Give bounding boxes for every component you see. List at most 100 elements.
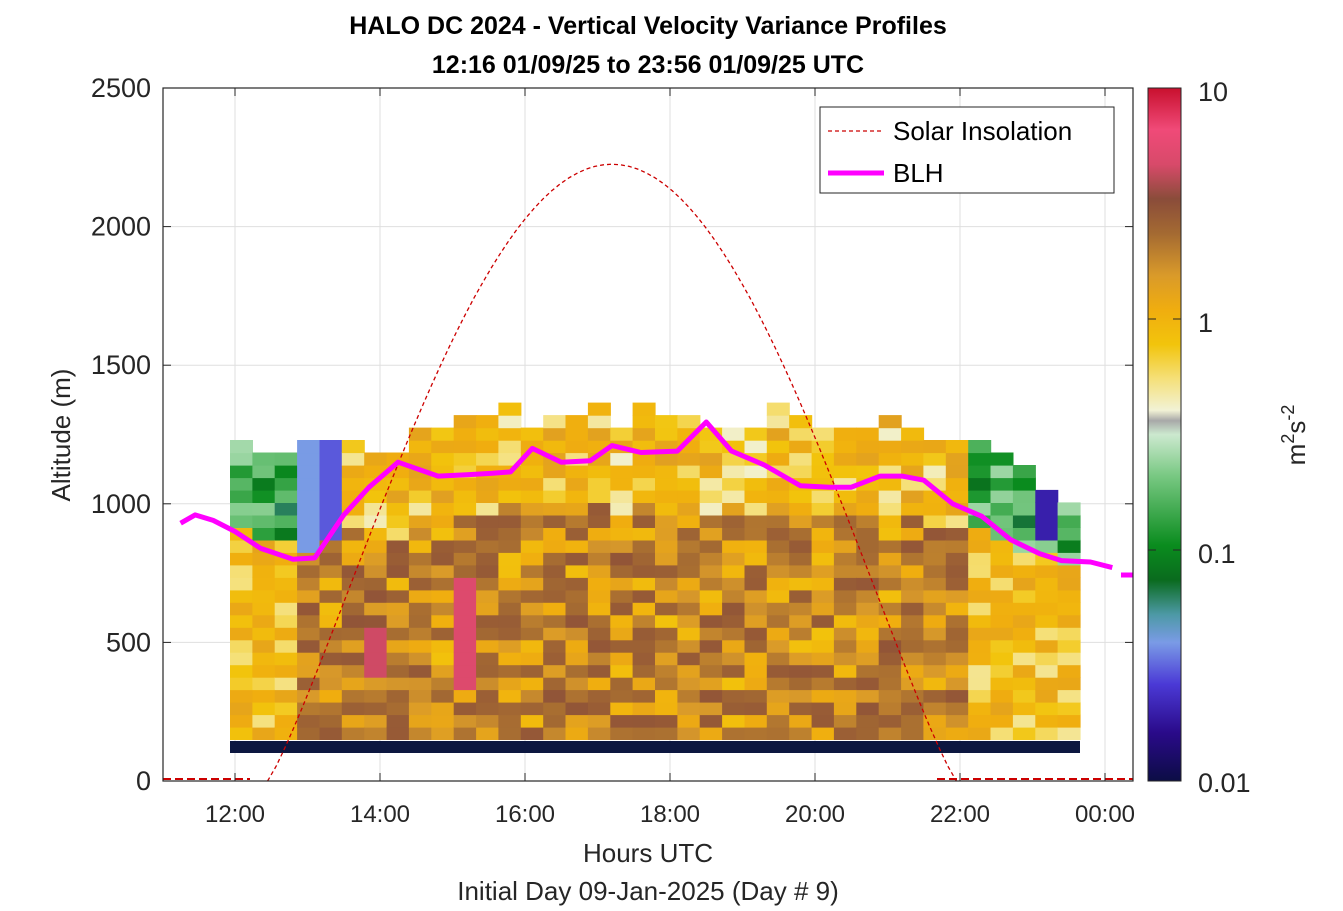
heatmap-cell [789, 677, 813, 691]
heatmap-cell [476, 514, 500, 528]
heatmap-cell [453, 577, 477, 591]
heatmap-cell [498, 502, 522, 516]
heatmap-cell [699, 677, 723, 691]
heatmap-cell [878, 564, 902, 578]
heatmap-cell [230, 502, 253, 516]
heatmap-cell [901, 652, 925, 666]
heatmap-cell [498, 714, 522, 728]
heatmap-cell [587, 552, 611, 566]
heatmap-cell [1057, 689, 1081, 703]
heatmap-cell [297, 589, 321, 603]
heatmap-cell [587, 427, 611, 441]
colorbar-label-mid: s [1281, 421, 1311, 434]
heatmap-cell [274, 452, 298, 466]
heatmap-cell [610, 664, 634, 678]
heatmap-cell [766, 589, 790, 603]
heatmap-cell [833, 602, 857, 616]
heatmap-cell [453, 627, 477, 641]
heatmap-cell [632, 564, 656, 578]
heatmap-cell [1057, 602, 1081, 616]
heatmap-cell [1035, 702, 1059, 716]
heatmap-cell [901, 502, 925, 516]
heatmap-cell [297, 465, 321, 479]
heatmap-cell [297, 477, 321, 491]
heatmap-cell [498, 577, 522, 591]
heatmap-cell [520, 689, 544, 703]
heatmap-cell [632, 502, 656, 516]
heatmap-cell [498, 402, 522, 416]
heatmap-cell [901, 702, 925, 716]
heatmap-cell [565, 589, 589, 603]
heatmap-cell [476, 427, 500, 441]
heatmap-cell [341, 614, 365, 628]
heatmap-cell [699, 477, 723, 491]
heatmap-cell [341, 539, 365, 553]
heatmap-cell [632, 489, 656, 503]
heatmap-cell [945, 465, 969, 479]
heatmap-cell [1057, 627, 1081, 641]
heatmap-cell [543, 702, 567, 716]
heatmap-cell [520, 502, 544, 516]
heatmap-cell [386, 502, 410, 516]
heatmap-cell [453, 452, 477, 466]
heatmap-cell [408, 539, 432, 553]
heatmap-cell [476, 452, 500, 466]
heatmap-cell [1057, 677, 1081, 691]
heatmap-cell [699, 564, 723, 578]
heatmap-cell [968, 602, 992, 616]
heatmap-cell [274, 564, 298, 578]
heatmap-cell [1012, 577, 1036, 591]
heatmap-cell [722, 614, 746, 628]
heatmap-cell [833, 689, 857, 703]
heatmap-cell [587, 514, 611, 528]
heatmap-cell [766, 415, 790, 429]
heatmap-cell [833, 702, 857, 716]
heatmap-cell [319, 677, 343, 691]
heatmap-cell [1057, 502, 1081, 516]
heatmap-cell [856, 502, 880, 516]
heatmap-cell [811, 552, 835, 566]
heatmap-cell [901, 489, 925, 503]
heatmap-cell [408, 677, 432, 691]
heatmap-cell [923, 527, 947, 541]
heatmap-cell [923, 514, 947, 528]
heatmap-cell [856, 564, 880, 578]
heatmap-cell [453, 564, 477, 578]
heatmap-cell [833, 465, 857, 479]
heatmap-cell [901, 539, 925, 553]
heatmap-cell [408, 689, 432, 703]
heatmap-cell [766, 502, 790, 516]
heatmap-cell [945, 602, 969, 616]
heatmap-cell [811, 427, 835, 441]
heatmap-cell [565, 677, 589, 691]
heatmap-cell [408, 427, 432, 441]
colorbar-tick-1: 1 [1198, 308, 1213, 338]
heatmap-cell [453, 602, 477, 616]
heatmap-cell [632, 614, 656, 628]
heatmap-cell [632, 527, 656, 541]
heatmap-cell [610, 465, 634, 479]
heatmap-cell [386, 514, 410, 528]
heatmap-cell [722, 627, 746, 641]
heatmap-cell [990, 689, 1014, 703]
heatmap-cell [833, 539, 857, 553]
heatmap-cell [901, 427, 925, 441]
heatmap-cell [945, 689, 969, 703]
heatmap-cell [230, 677, 253, 691]
heatmap-cell [811, 589, 835, 603]
heatmap-cell [766, 614, 790, 628]
heatmap-cell [632, 627, 656, 641]
heatmap-cell [632, 714, 656, 728]
colorbar-label-exp2: -2 [1278, 405, 1298, 421]
heatmap-cell [565, 427, 589, 441]
heatmap-cell [923, 564, 947, 578]
heatmap-cell [811, 702, 835, 716]
heatmap-cell [833, 527, 857, 541]
heatmap-cell [274, 514, 298, 528]
heatmap-cell [677, 477, 701, 491]
heatmap-cell [945, 552, 969, 566]
heatmap-cell [476, 489, 500, 503]
heatmap-cell [319, 552, 343, 566]
heatmap-cell [386, 602, 410, 616]
